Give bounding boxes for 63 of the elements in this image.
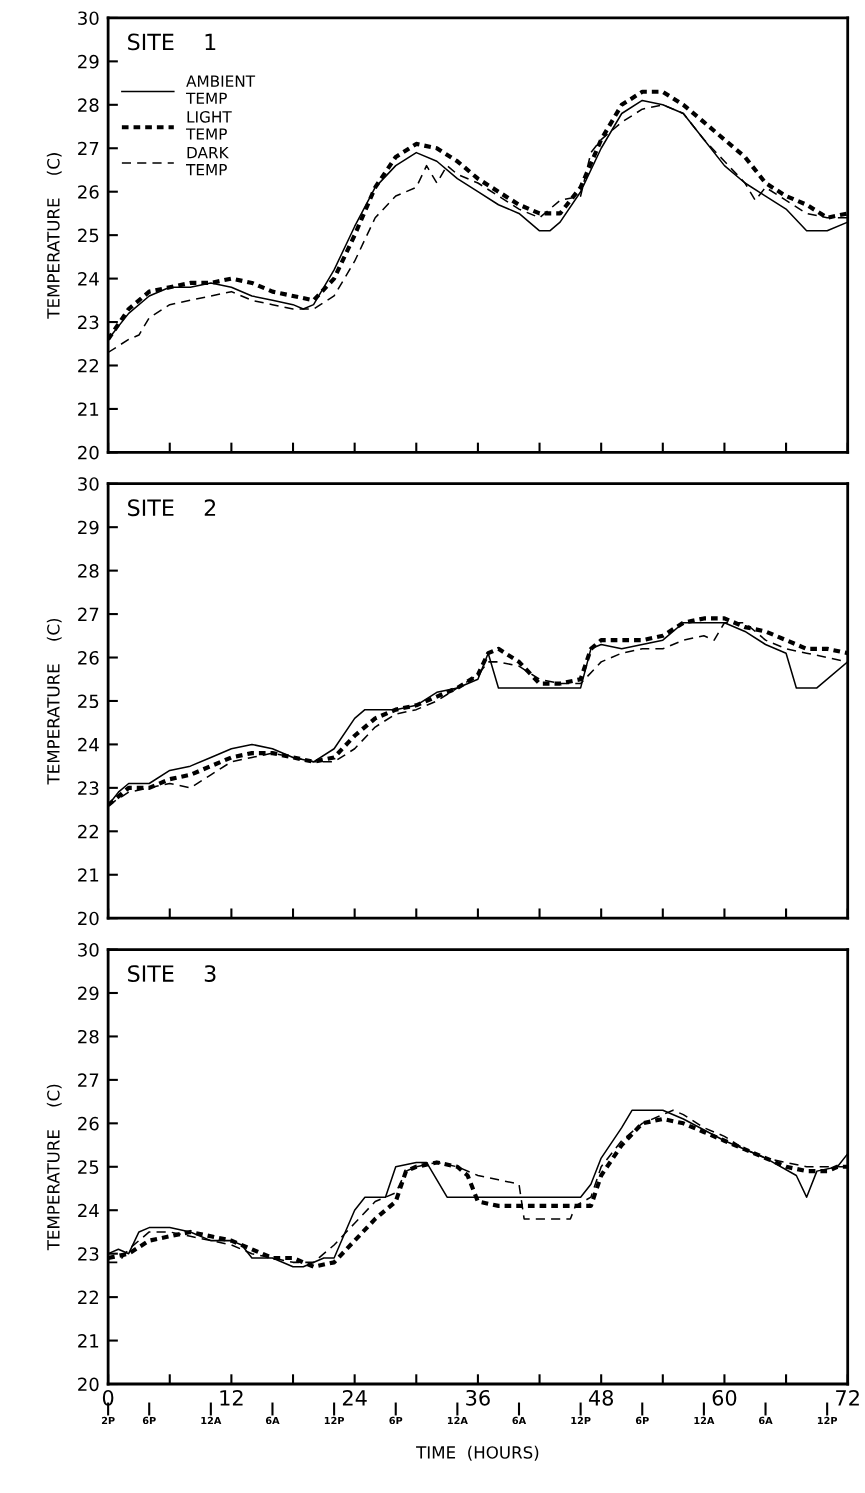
- x-tick-label: 12: [220, 1389, 243, 1406]
- y-tick-label: 30: [78, 11, 99, 26]
- y-tick-label: 25: [78, 1160, 99, 1174]
- y-axis-title: TEMPERATURE (C): [46, 153, 62, 319]
- y-tick-label: 29: [78, 986, 99, 1001]
- y-tick-label: 21: [78, 868, 99, 882]
- x-tick-label: 36: [466, 1389, 490, 1406]
- y-tick-label: 24: [78, 737, 99, 752]
- x-axis-title: TIME (HOURS): [416, 1445, 539, 1461]
- y-tick-label: 26: [78, 185, 99, 199]
- annotation: 6A: [512, 1416, 527, 1425]
- y-tick-label: 23: [78, 1247, 99, 1261]
- annotation: 6P: [635, 1416, 649, 1425]
- annotation: 2P: [101, 1416, 115, 1424]
- annotation: SITE 2: [128, 499, 216, 517]
- y-tick-label: 23: [78, 781, 99, 795]
- y-tick-label: 27: [78, 607, 99, 621]
- annotation: 6A: [758, 1416, 773, 1425]
- x-tick-label: 60: [712, 1389, 737, 1406]
- y-tick-label: 26: [78, 650, 99, 665]
- y-tick-label: 28: [78, 98, 99, 112]
- y-tick-label: 25: [78, 694, 99, 709]
- annotation: 12A: [694, 1416, 715, 1424]
- y-tick-label: 28: [78, 564, 99, 578]
- annotation: 12P: [324, 1416, 345, 1424]
- y-tick-label: 20: [78, 445, 99, 460]
- y-tick-label: 21: [78, 1334, 99, 1348]
- legend-label: LIGHT TEMP: [186, 111, 232, 140]
- y-axis-title: TEMPERATURE (C): [46, 1084, 62, 1251]
- y-tick-label: 23: [78, 315, 99, 330]
- annotation: 6P: [389, 1416, 403, 1425]
- legend-label: AMBIENT TEMP: [186, 75, 256, 104]
- y-tick-label: 27: [78, 141, 99, 156]
- y-tick-label: 26: [78, 1116, 99, 1131]
- y-tick-label: 29: [78, 54, 99, 69]
- annotation: SITE 1: [128, 33, 216, 51]
- y-tick-label: 30: [78, 943, 99, 957]
- x-tick-label: 0: [102, 1389, 114, 1406]
- y-tick-label: 20: [78, 1377, 99, 1392]
- y-tick-label: 24: [78, 1203, 99, 1218]
- y-axis-title: TEMPERATURE (C): [46, 618, 62, 785]
- annotation: 12P: [571, 1416, 591, 1424]
- annotation: SITE 3: [128, 965, 216, 982]
- y-tick-label: 22: [78, 358, 98, 373]
- annotation: 6P: [142, 1416, 156, 1425]
- y-tick-label: 21: [78, 402, 99, 416]
- x-tick-label: 24: [342, 1389, 367, 1406]
- y-tick-label: 24: [78, 272, 99, 286]
- y-tick-label: 22: [78, 1290, 98, 1304]
- y-tick-label: 25: [78, 228, 99, 243]
- y-tick-label: 20: [78, 911, 99, 926]
- annotation: 12P: [817, 1416, 838, 1424]
- y-tick-label: 27: [78, 1073, 99, 1087]
- x-tick-label: 72: [836, 1389, 859, 1406]
- annotation: 12A: [201, 1416, 222, 1424]
- annotation: 12A: [447, 1416, 468, 1424]
- y-tick-label: 22: [78, 824, 98, 839]
- legend-label: DARK TEMP: [186, 147, 229, 176]
- x-tick-label: 48: [588, 1389, 613, 1406]
- y-tick-label: 29: [78, 520, 99, 535]
- y-tick-label: 30: [78, 477, 99, 491]
- y-tick-label: 28: [78, 1029, 99, 1044]
- annotation: 6A: [265, 1416, 280, 1425]
